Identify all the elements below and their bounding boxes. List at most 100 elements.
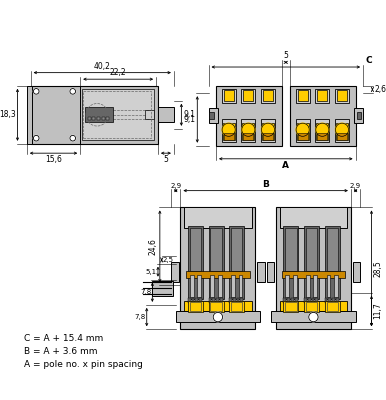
Circle shape [335, 123, 349, 136]
Bar [241, 120, 256, 142]
Bar [276, 208, 351, 329]
Bar [208, 298, 212, 303]
Bar [257, 262, 265, 282]
Bar [188, 298, 191, 303]
Bar [208, 273, 223, 299]
Bar [195, 298, 198, 303]
Bar [357, 112, 361, 120]
Bar [327, 275, 330, 297]
Bar [184, 208, 252, 228]
Bar [353, 262, 360, 282]
Bar [263, 132, 273, 140]
Bar [216, 298, 219, 303]
Bar [242, 123, 254, 140]
Bar [296, 120, 310, 142]
Bar [306, 275, 310, 297]
Bar [171, 262, 179, 282]
Circle shape [296, 123, 309, 136]
Bar [176, 310, 260, 322]
Bar [243, 132, 254, 140]
Circle shape [70, 135, 76, 141]
Bar [304, 226, 319, 273]
Bar [208, 226, 223, 273]
Bar [216, 86, 281, 146]
Bar [261, 120, 275, 142]
Bar [190, 228, 201, 271]
Bar [263, 90, 273, 101]
Bar [271, 310, 356, 322]
Bar [243, 90, 254, 101]
Bar [229, 273, 244, 299]
Bar [233, 298, 236, 303]
Bar [223, 123, 235, 140]
Bar [317, 132, 327, 140]
Bar [335, 88, 349, 103]
Bar [197, 275, 201, 297]
Bar [199, 298, 202, 303]
Bar [332, 298, 335, 303]
Bar [190, 302, 201, 312]
Bar [107, 117, 109, 120]
Bar [295, 298, 298, 303]
Text: 5: 5 [283, 52, 288, 60]
Bar [304, 301, 319, 312]
Text: 15,6: 15,6 [45, 155, 62, 164]
Text: C: C [366, 56, 372, 65]
Bar [237, 298, 239, 303]
Text: 2,9: 2,9 [350, 183, 361, 189]
Circle shape [261, 123, 274, 136]
Text: 2,9: 2,9 [170, 183, 181, 189]
Bar [325, 226, 340, 273]
Bar [158, 107, 174, 122]
Bar [308, 298, 311, 303]
Bar [223, 132, 234, 140]
Bar [145, 110, 154, 120]
Circle shape [70, 88, 76, 94]
Bar [229, 226, 244, 273]
Bar [285, 228, 296, 271]
Bar [354, 108, 363, 123]
Text: 24,6: 24,6 [149, 238, 158, 255]
Bar [192, 298, 195, 303]
Text: 9,1: 9,1 [183, 115, 195, 124]
Bar [97, 117, 100, 120]
Text: 28,5: 28,5 [373, 260, 383, 277]
Bar [188, 301, 203, 312]
Bar [261, 88, 275, 103]
Bar [316, 123, 328, 140]
Text: 7,8: 7,8 [135, 314, 146, 320]
Circle shape [242, 123, 255, 136]
Bar [229, 298, 232, 303]
Bar [328, 298, 331, 303]
Circle shape [316, 123, 329, 136]
Bar [304, 298, 307, 303]
Text: B: B [262, 180, 269, 189]
Bar [325, 301, 340, 312]
Text: 5,1: 5,1 [146, 269, 157, 275]
Bar [315, 298, 318, 303]
Circle shape [309, 312, 318, 322]
Bar [334, 275, 338, 297]
Text: A = pole no. x pin spacing: A = pole no. x pin spacing [24, 360, 143, 369]
Bar [92, 117, 95, 120]
Bar [210, 275, 214, 297]
Text: 2,6: 2,6 [374, 85, 386, 94]
Bar [290, 86, 356, 146]
Text: 9,1: 9,1 [183, 110, 195, 119]
Bar [306, 302, 317, 312]
Bar [327, 302, 338, 312]
Bar [312, 298, 314, 303]
Bar [220, 298, 223, 303]
Bar [283, 298, 286, 303]
Bar [283, 226, 298, 273]
Bar [296, 88, 310, 103]
Text: C = A + 15.4 mm: C = A + 15.4 mm [24, 334, 103, 343]
Text: 11,7: 11,7 [373, 303, 383, 319]
Bar [283, 273, 298, 299]
Bar [223, 90, 234, 101]
Bar [190, 275, 193, 297]
Bar [298, 132, 308, 140]
Bar [210, 228, 222, 271]
Bar [231, 228, 242, 271]
Bar [315, 120, 329, 142]
